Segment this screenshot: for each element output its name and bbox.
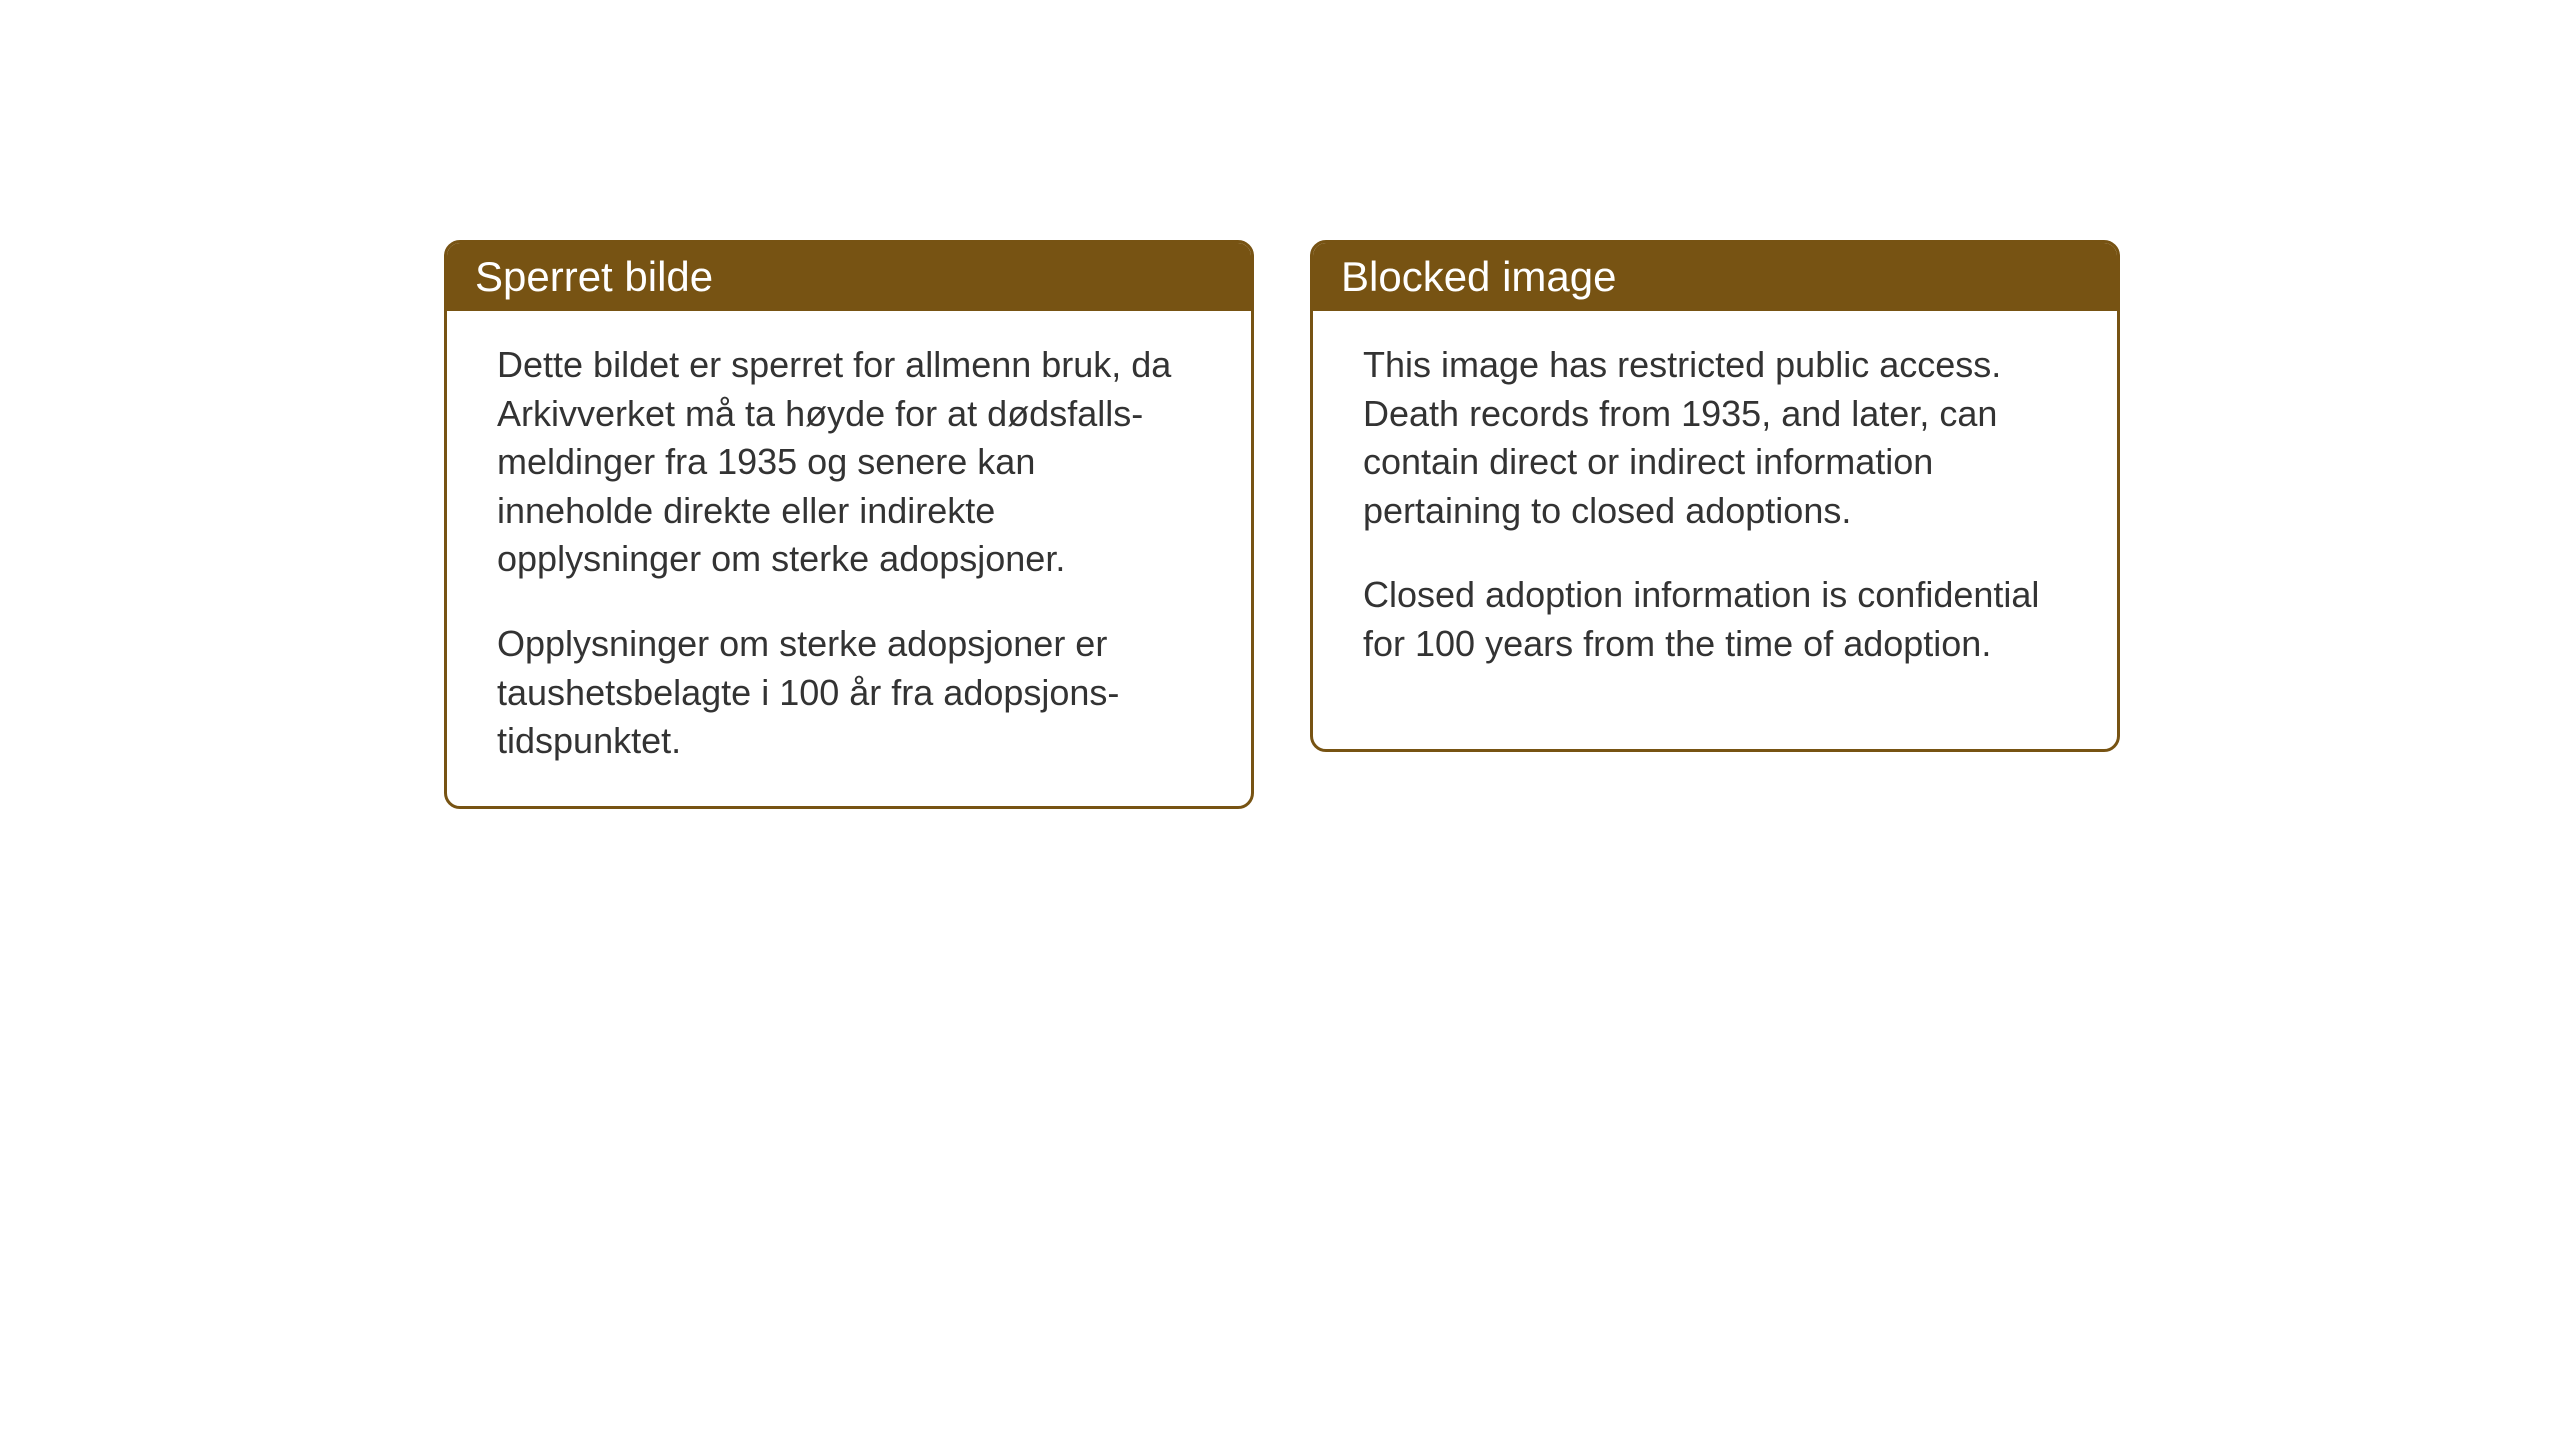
notice-paragraph-2-norwegian: Opplysninger om sterke adopsjoner er tau… [497,620,1201,766]
notice-title-english: Blocked image [1341,253,1616,300]
notice-card-norwegian: Sperret bilde Dette bildet er sperret fo… [444,240,1254,809]
notice-container: Sperret bilde Dette bildet er sperret fo… [444,240,2120,809]
notice-body-norwegian: Dette bildet er sperret for allmenn bruk… [447,311,1251,806]
notice-paragraph-1-english: This image has restricted public access.… [1363,341,2067,535]
notice-title-norwegian: Sperret bilde [475,253,713,300]
notice-paragraph-2-english: Closed adoption information is confident… [1363,571,2067,668]
notice-body-english: This image has restricted public access.… [1313,311,2117,709]
notice-header-english: Blocked image [1313,243,2117,311]
notice-card-english: Blocked image This image has restricted … [1310,240,2120,752]
notice-paragraph-1-norwegian: Dette bildet er sperret for allmenn bruk… [497,341,1201,584]
notice-header-norwegian: Sperret bilde [447,243,1251,311]
